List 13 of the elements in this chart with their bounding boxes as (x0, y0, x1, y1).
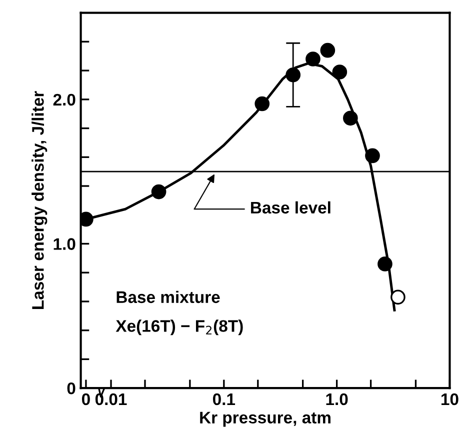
annotation: Base mixture (116, 290, 220, 304)
x-axis-title: Kr pressure, atm (200, 412, 330, 427)
x-tick-label: 10 (442, 393, 458, 406)
x-tick-label: 0 (82, 393, 90, 406)
annotation: Xe(16T) − F$_{2}$(8T) (116, 320, 243, 336)
ref-line-label: Base level (251, 201, 330, 214)
y-tick-label: 2.0 (53, 94, 76, 106)
x-tick-label: 0.1 (212, 393, 236, 406)
x-tick-label: 0.01 (95, 393, 127, 406)
y-tick-label: 0 (67, 382, 76, 394)
y-tick-label: 1.0 (54, 238, 76, 250)
x-tick-label: 1.0 (326, 393, 348, 406)
y-axis-title: Laser energy density, J/liter (32, 91, 48, 309)
